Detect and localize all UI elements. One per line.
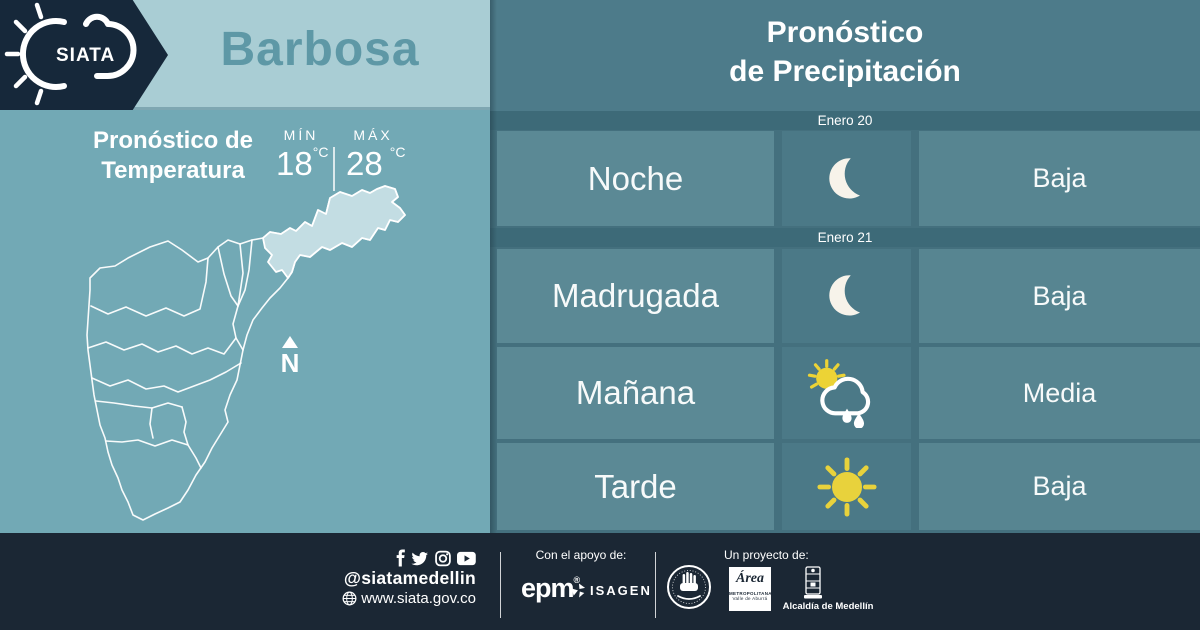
date-band: Enero 20 (490, 111, 1200, 130)
isagen-pinwheel-icon (571, 583, 586, 598)
area-script-text: Área (736, 571, 764, 586)
facebook-icon[interactable] (396, 549, 405, 567)
forecast-row-madrugada: Madrugada Baja (490, 249, 1200, 343)
north-arrow-icon: N (281, 336, 300, 378)
website-url: www.siata.gov.co (361, 590, 476, 607)
social-handle[interactable]: @siatamedellin (343, 568, 476, 588)
social-icons (396, 549, 476, 567)
period-cell: Noche (497, 131, 774, 226)
siata-logo-icon: SIATA (4, 2, 137, 106)
forecast-row-noche: Noche Baja (490, 131, 1200, 226)
period-label: Madrugada (552, 277, 719, 314)
alcaldia-emblem-icon (804, 566, 822, 599)
period-cell: Mañana (497, 347, 774, 439)
sun-rain-icon (807, 359, 870, 428)
siata-logo-text: SIATA (56, 45, 115, 66)
youtube-icon[interactable] (457, 551, 476, 566)
level-label: Baja (1032, 163, 1087, 193)
sun-icon (816, 456, 877, 517)
moon-icon (828, 157, 860, 199)
icon-cell (782, 249, 911, 343)
max-value: 28 °C (346, 144, 406, 182)
period-cell: Madrugada (497, 249, 774, 343)
temperature-panel (0, 110, 490, 533)
period-label: Mañana (575, 374, 696, 411)
support-label: Con el apoyo de: (535, 548, 627, 562)
icon-cell (782, 347, 911, 439)
icon-cell (782, 131, 911, 226)
alcaldia-label: Alcaldía de Medellín (782, 601, 874, 612)
isagen-label: ISAGEN (590, 583, 652, 598)
precipitation-header: Pronóstico de Precipitación (490, 0, 1200, 111)
isagen-logo: ISAGEN (571, 583, 652, 598)
forecast-row-manana: Mañana Media (490, 347, 1200, 439)
precip-title-line2: de Precipitación (729, 55, 961, 88)
min-max-divider (333, 147, 335, 191)
twitter-icon[interactable] (411, 550, 429, 566)
period-label: Tarde (594, 467, 677, 505)
level-cell: Baja (919, 443, 1200, 530)
globe-icon (342, 591, 357, 606)
region-map: N (86, 185, 406, 521)
level-label: Baja (1032, 471, 1087, 501)
date-band: Enero 21 (490, 228, 1200, 247)
university-seal-icon (667, 565, 711, 609)
icon-cell (782, 443, 911, 530)
band-edge-line (0, 107, 490, 110)
footer-divider (500, 552, 501, 618)
level-label: Media (1022, 377, 1097, 408)
temperature-title: Pronóstico de Temperatura (92, 127, 254, 184)
period-cell: Tarde (497, 443, 774, 530)
area-metropolitana-logo: Área METROPOLITANA Valle de Aburrá (729, 567, 771, 611)
level-cell: Baja (919, 131, 1200, 226)
max-label: MÁX (353, 127, 393, 143)
instagram-icon[interactable] (435, 550, 452, 567)
epm-logo: epm® (521, 573, 580, 603)
moon-icon (828, 275, 860, 316)
footer: @siatamedellin www.siata.gov.co Con el a… (0, 533, 1200, 630)
panel-divider-shadow (490, 0, 497, 533)
siata-pennant: SIATA (0, 0, 168, 110)
period-label: Noche (587, 159, 684, 197)
map-highlight-barbosa (262, 185, 406, 279)
location-title: Barbosa (220, 23, 420, 76)
project-label: Un proyecto de: (724, 548, 809, 562)
level-label: Baja (1032, 280, 1087, 311)
precip-title-line1: Pronóstico (766, 16, 924, 49)
min-value: 18°C (276, 144, 329, 182)
min-label: MÍN (283, 127, 319, 143)
footer-divider (655, 552, 656, 618)
north-label: N (281, 348, 300, 378)
level-cell: Baja (919, 249, 1200, 343)
level-cell: Media (919, 347, 1200, 439)
website-link[interactable]: www.siata.gov.co (276, 590, 476, 607)
forecast-row-tarde: Tarde Baja (490, 443, 1200, 530)
